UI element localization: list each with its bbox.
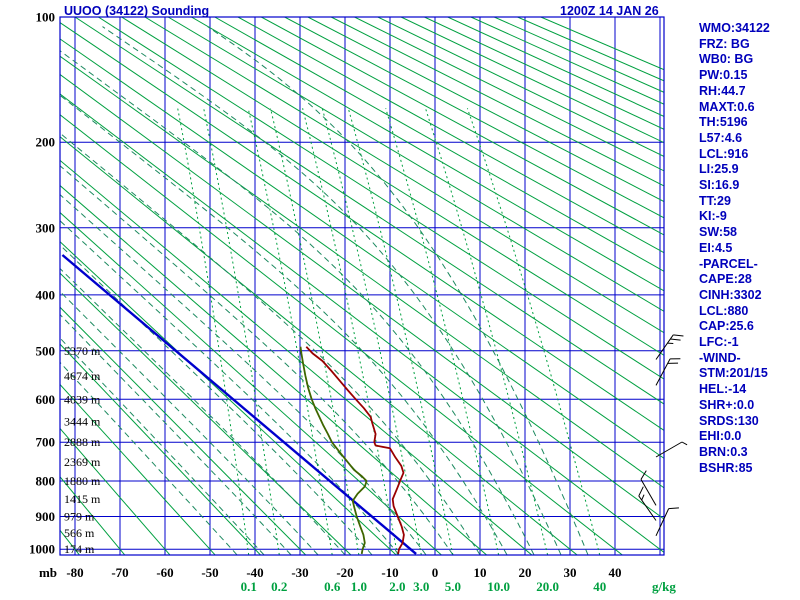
pressure-tick-label: 100 [36,10,56,25]
pressure-tick-label: 900 [36,509,56,524]
height-label: 5370 m [64,344,101,358]
indices-panel: WMO:34122 FRZ: BG WB0: BG PW:0.15 RH:44.7 MAX… [699,21,770,476]
temperature-tick-label: -30 [291,565,308,580]
index-line: L57:4.6 [699,130,743,145]
index-line: KI:-9 [699,209,727,224]
temperature-tick-label: -10 [381,565,398,580]
wind-barb [640,470,657,506]
index-line: LI:25.9 [699,162,739,177]
mixing-ratio-label: 3.0 [413,579,429,594]
pressure-tick-label: 700 [36,435,56,450]
temperature-tick-label: -40 [246,565,263,580]
temperature-tick-label: 0 [432,565,439,580]
temperature-tick-label: -50 [201,565,218,580]
mixing-ratio-label: 2.0 [389,579,405,594]
wind-barb [655,507,679,537]
temperature-tick-label: -20 [336,565,353,580]
mixing-ratio-label: 20.0 [536,579,559,594]
index-line: RH:44.7 [699,83,746,98]
moist-adiabats [60,26,589,555]
mixing-ratio-label: 0.2 [271,579,287,594]
wind-barb [655,441,688,458]
index-section-header: -WIND- [699,350,741,365]
temperature-tick-label: -60 [156,565,173,580]
height-label: 2369 m [64,455,101,469]
mixing-ratio-unit-label: g/kg [652,579,676,594]
pressure-tick-label: 300 [36,220,56,235]
index-line: WMO:34122 [699,21,770,35]
index-line: HEL:-14 [699,382,747,397]
index-line: LCL:916 [699,146,749,161]
index-line: LFC:-1 [699,335,739,350]
index-line: EHI:0.0 [699,429,742,444]
wind-barb [655,334,684,360]
dry-adiabats [60,17,664,555]
datetime-title: 1200Z 14 JAN 26 [560,4,659,18]
pressure-temperature-grid [60,16,664,555]
index-line: CAPE:28 [699,272,752,287]
mixing-ratio-label: 5.0 [445,579,461,594]
index-line: STM:201/15 [699,366,768,381]
temperature-tick-label: 30 [564,565,577,580]
index-line: MAXT:0.6 [699,99,755,114]
wind-barb [638,486,657,521]
temperature-tick-label: 40 [609,565,622,580]
index-line: PW:0.15 [699,68,748,83]
height-label: 2888 m [64,435,101,449]
temperature-tick-label: 20 [519,565,532,580]
pressure-tick-label: 200 [36,135,56,150]
parcel-trace-line [61,254,417,555]
temperature-tick-label: -80 [66,565,83,580]
height-label: 979 m [64,510,95,524]
pressure-tick-label: 500 [36,343,56,358]
index-line: CAP:25.6 [699,319,754,334]
pressure-tick-label: 600 [36,392,56,407]
index-line: TH:5196 [699,115,748,130]
height-label: 4039 m [64,392,101,406]
height-label: 1415 m [64,492,101,506]
index-line: BSHR:85 [699,460,753,475]
height-label: 1880 m [64,474,101,488]
mixing-ratio-label: 40 [593,579,606,594]
index-line: CINH:3302 [699,287,762,302]
index-line: LCL:880 [699,303,749,318]
index-line: SRDS:130 [699,413,759,428]
station-title: UUOO (34122) Sounding [64,4,210,18]
pressure-tick-label: 1000 [29,542,55,557]
mixing-ratio-label: 1.0 [351,579,367,594]
index-line: TT:29 [699,193,731,208]
temperature-tick-label: -70 [111,565,128,580]
pressure-tick-label: 400 [36,287,56,302]
wind-barbs [638,334,688,537]
index-section-header: -PARCEL- [699,256,758,271]
plot-frame [59,16,665,556]
height-label: 174 m [64,542,95,556]
index-line: EI:4.5 [699,240,733,255]
mixing-ratio-lines [177,108,601,555]
index-line: SW:58 [699,225,737,240]
height-label: 3444 m [64,414,101,428]
pressure-unit-label: mb [39,565,57,580]
pressure-tick-label: 800 [36,474,56,489]
mixing-ratio-label: 10.0 [487,579,510,594]
wind-barb [655,358,681,386]
mixing-ratio-label: 0.6 [324,579,341,594]
index-line: WB0: BG [699,52,754,67]
index-line: SHR+:0.0 [699,397,755,412]
index-line: BRN:0.3 [699,444,748,459]
height-label: 566 m [64,526,95,540]
height-label: 4674 m [64,369,101,383]
dewpoint-profile [299,346,368,555]
temperature-profile [305,346,405,555]
temperature-tick-label: 10 [474,565,487,580]
index-line: SI:16.9 [699,178,740,193]
index-line: FRZ: BG [699,36,750,51]
mixing-ratio-label: 0.1 [241,579,257,594]
